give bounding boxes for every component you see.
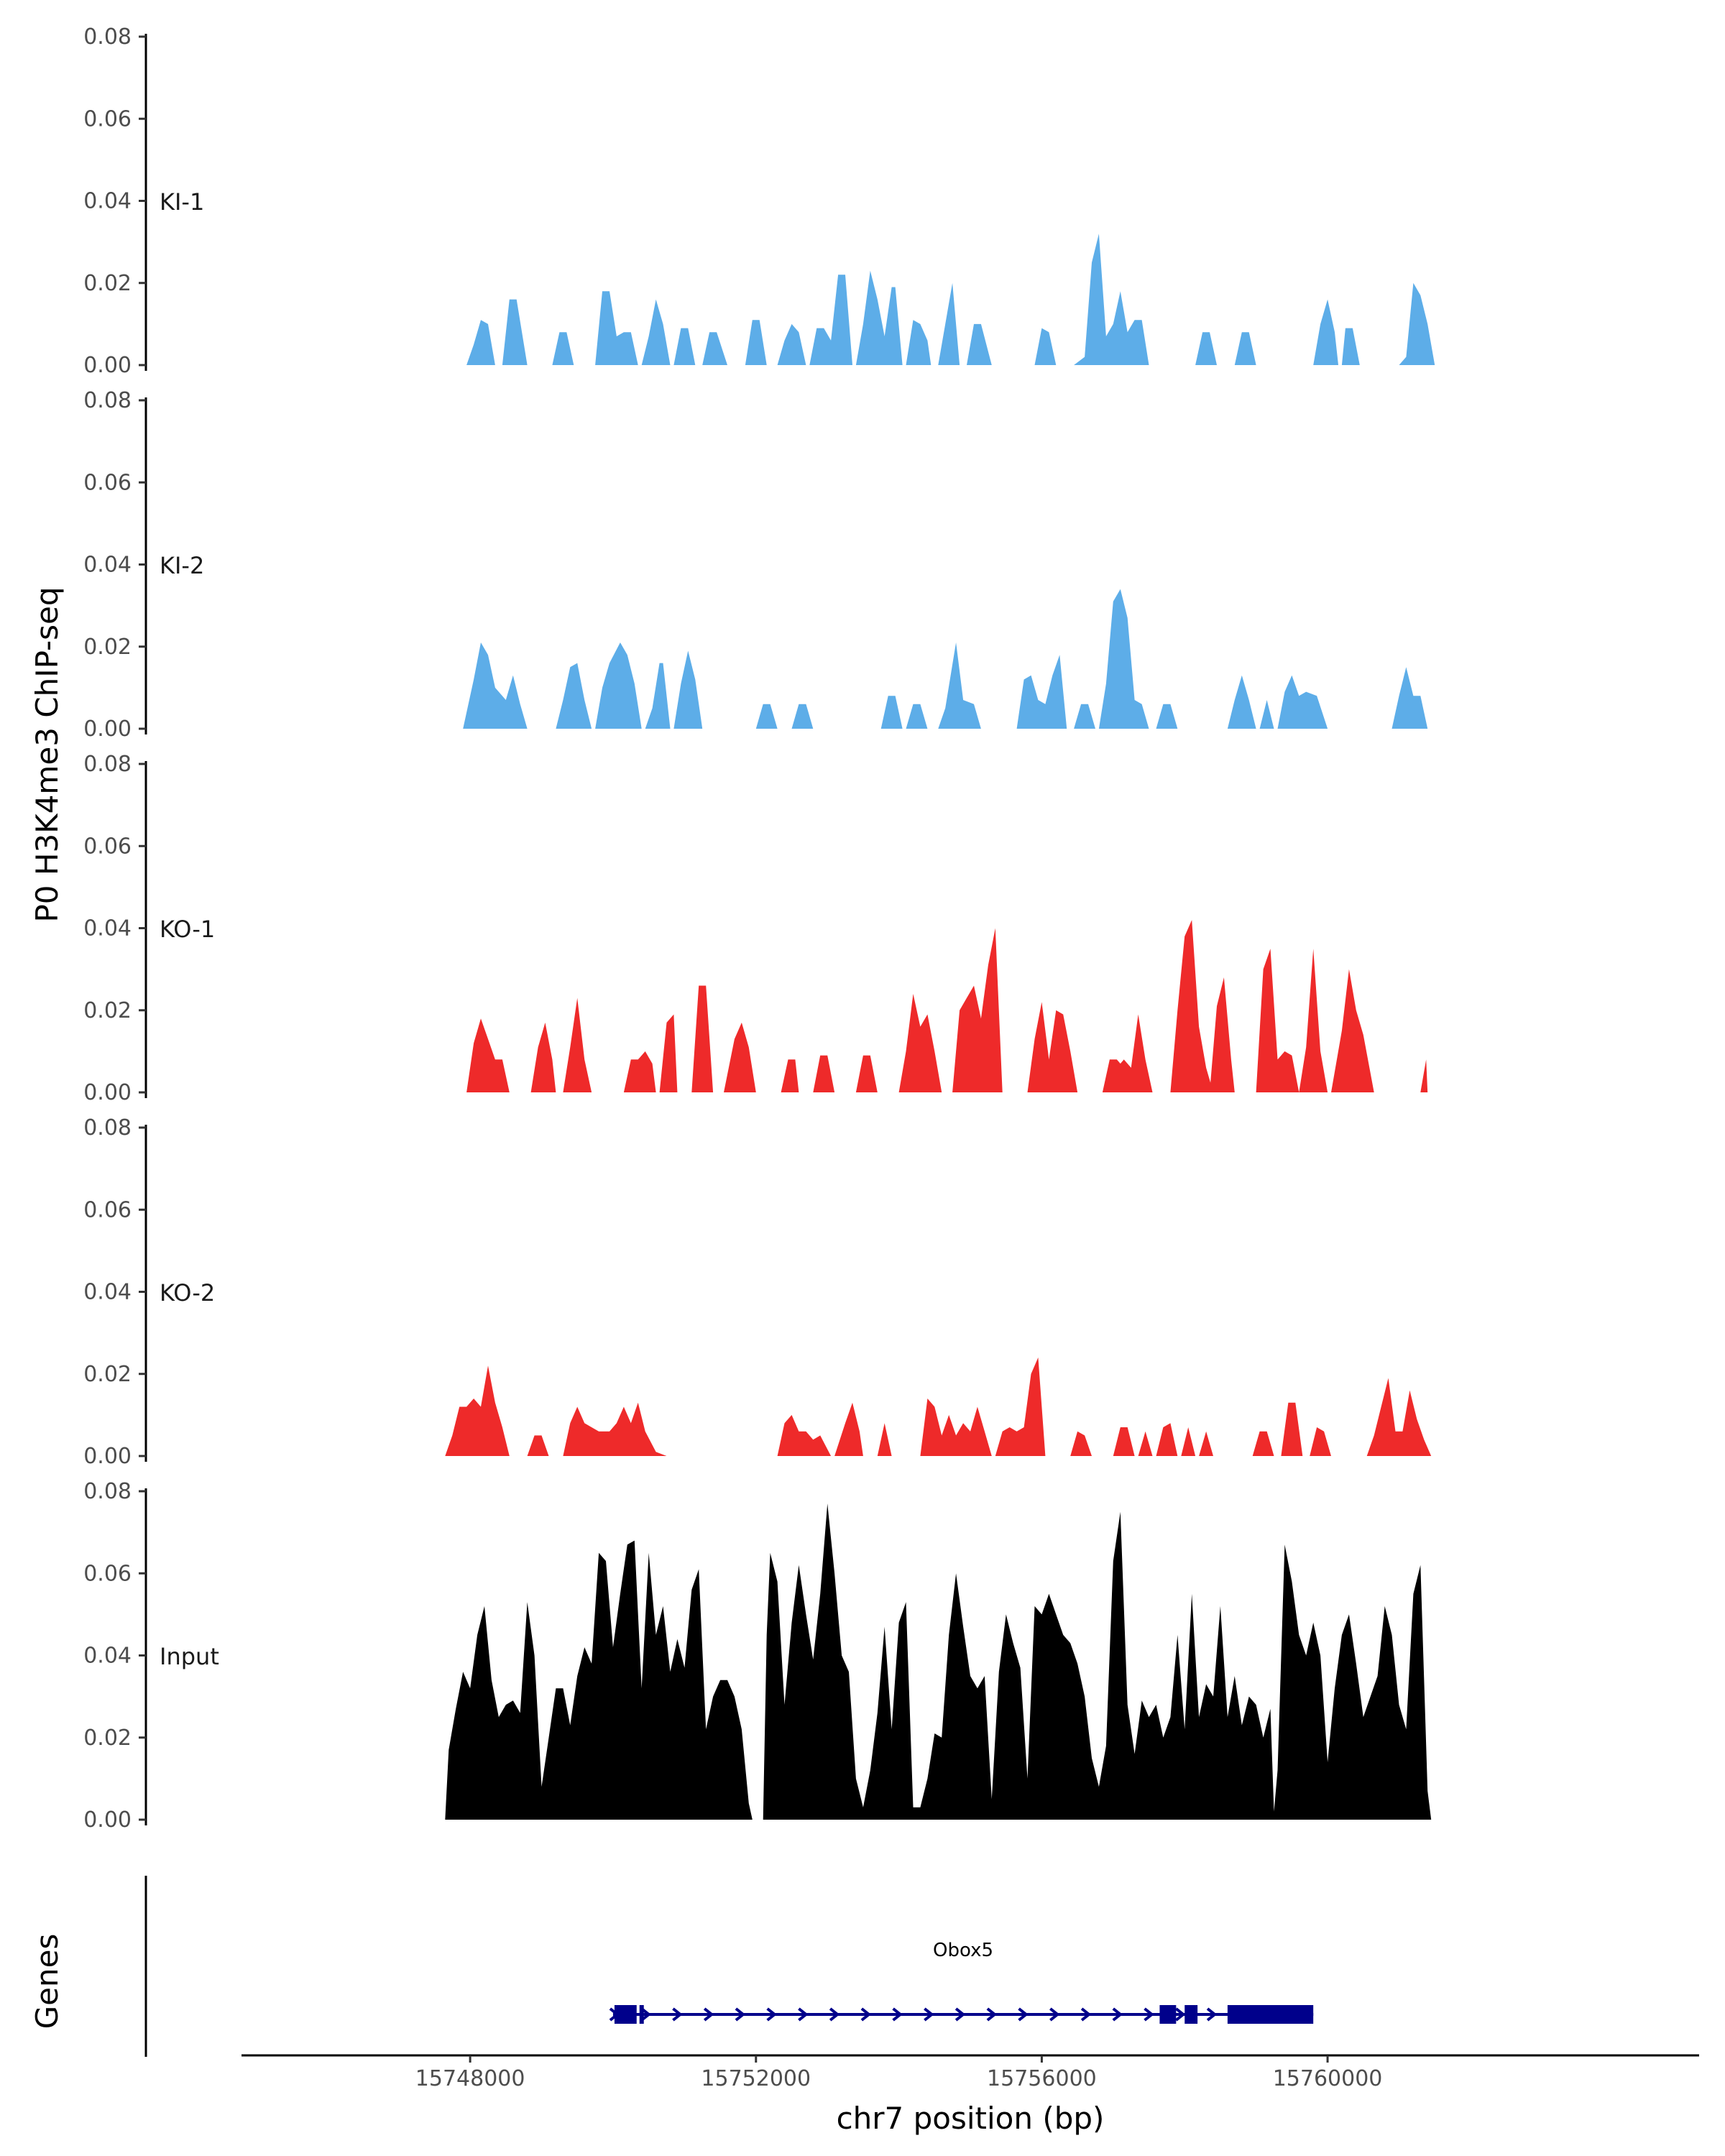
track-label-input: Input <box>160 1643 219 1670</box>
strand-chevron <box>798 2007 809 2022</box>
y-tick-label: 0.04 <box>83 1280 132 1305</box>
y-tick-label: 0.02 <box>83 1726 132 1751</box>
coverage-area-ko-2 <box>445 1357 1432 1456</box>
strand-chevron <box>735 2007 746 2022</box>
strand-chevron <box>829 2007 840 2022</box>
strand-chevron <box>1175 2007 1186 2022</box>
x-tick-label: 15760000 <box>1273 2066 1383 2091</box>
coverage-area-ki-2 <box>463 589 1428 729</box>
strand-chevron <box>703 2007 714 2022</box>
y-tick-label: 0.06 <box>83 1561 132 1586</box>
y-tick-label: 0.06 <box>83 1197 132 1222</box>
gene-exon <box>614 2005 637 2024</box>
x-tick-label: 15756000 <box>987 2066 1097 2091</box>
strand-chevron <box>1144 2007 1154 2022</box>
track-label-ko-1: KO-1 <box>160 916 215 943</box>
x-tick-label: 15752000 <box>701 2066 811 2091</box>
y-tick-label: 0.00 <box>83 717 132 742</box>
y-tick-label: 0.06 <box>83 834 132 859</box>
x-tick-label: 15748000 <box>415 2066 525 2091</box>
track-panel-ko-1: 0.00 0.02 0.04 0.06 0.08 KO-1 <box>83 752 1428 1105</box>
y-tick-label: 0.08 <box>83 752 132 777</box>
track-label-ki-1: KI-1 <box>160 188 204 216</box>
genes-axis-title: Genes <box>29 1934 65 2030</box>
gene-exon <box>639 2005 644 2024</box>
strand-chevron <box>672 2007 683 2022</box>
y-tick-label: 0.04 <box>83 916 132 941</box>
track-label-ki-2: KI-2 <box>160 552 204 579</box>
strand-chevron <box>1080 2007 1092 2022</box>
strand-chevron <box>766 2007 777 2022</box>
gene-annotation-track: Obox5 <box>144 1876 1314 2057</box>
strand-chevron <box>924 2007 934 2022</box>
strand-chevron <box>986 2007 998 2022</box>
gene-exon <box>1227 2005 1314 2024</box>
y-tick-label: 0.08 <box>83 24 132 50</box>
y-tick-label: 0.02 <box>83 998 132 1023</box>
y-tick-label: 0.08 <box>83 388 132 413</box>
y-tick-label: 0.02 <box>83 635 132 660</box>
coverage-area-ko-1 <box>466 920 1428 1092</box>
y-tick-label: 0.02 <box>83 271 132 296</box>
coverage-tracks: 0.00 0.02 0.04 0.06 0.08 KI-1 0.00 0.02 0.04 0.06… <box>83 24 1435 1833</box>
y-tick-label: 0.00 <box>83 1807 132 1833</box>
x-axis-title: chr7 position (bp) <box>837 2101 1105 2136</box>
coverage-area-input <box>445 1503 1432 1820</box>
strand-chevron <box>954 2007 966 2022</box>
track-panel-ki-1: 0.00 0.02 0.04 0.06 0.08 KI-1 <box>83 24 1435 378</box>
strand-chevron <box>892 2007 903 2022</box>
gene-name-label: Obox5 <box>933 1940 993 1961</box>
y-tick-label: 0.04 <box>83 553 132 578</box>
x-axis: 15748000 15752000 15756000 15760000 <box>242 2054 1699 2091</box>
gene-exon <box>1159 2005 1177 2024</box>
strand-chevron <box>860 2007 872 2022</box>
y-tick-label: 0.00 <box>83 1080 132 1105</box>
strand-chevron <box>1206 2007 1218 2022</box>
y-tick-label: 0.06 <box>83 470 132 495</box>
strand-chevron <box>1018 2007 1029 2022</box>
y-axis-title: P0 H3K4me3 ChIP-seq <box>29 586 65 922</box>
gene-exon <box>1184 2005 1198 2024</box>
track-panel-ki-2: 0.00 0.02 0.04 0.06 0.08 KI-2 <box>83 388 1428 742</box>
y-tick-label: 0.04 <box>83 189 132 214</box>
y-tick-label: 0.08 <box>83 1115 132 1141</box>
strand-chevron <box>1112 2007 1123 2022</box>
y-tick-label: 0.06 <box>83 106 132 132</box>
y-tick-label: 0.04 <box>83 1644 132 1669</box>
y-tick-label: 0.02 <box>83 1362 132 1387</box>
y-tick-label: 0.08 <box>83 1479 132 1504</box>
track-label-ko-2: KO-2 <box>160 1279 215 1307</box>
y-tick-label: 0.00 <box>83 1444 132 1469</box>
track-panel-ko-2: 0.00 0.02 0.04 0.06 0.08 KO-2 <box>83 1115 1432 1469</box>
track-panel-input: 0.00 0.02 0.04 0.06 0.08 Input <box>83 1479 1432 1833</box>
coverage-area-ki-1 <box>466 234 1435 365</box>
y-tick-label: 0.00 <box>83 353 132 378</box>
strand-chevron <box>640 2007 651 2022</box>
strand-chevron <box>1049 2007 1060 2022</box>
